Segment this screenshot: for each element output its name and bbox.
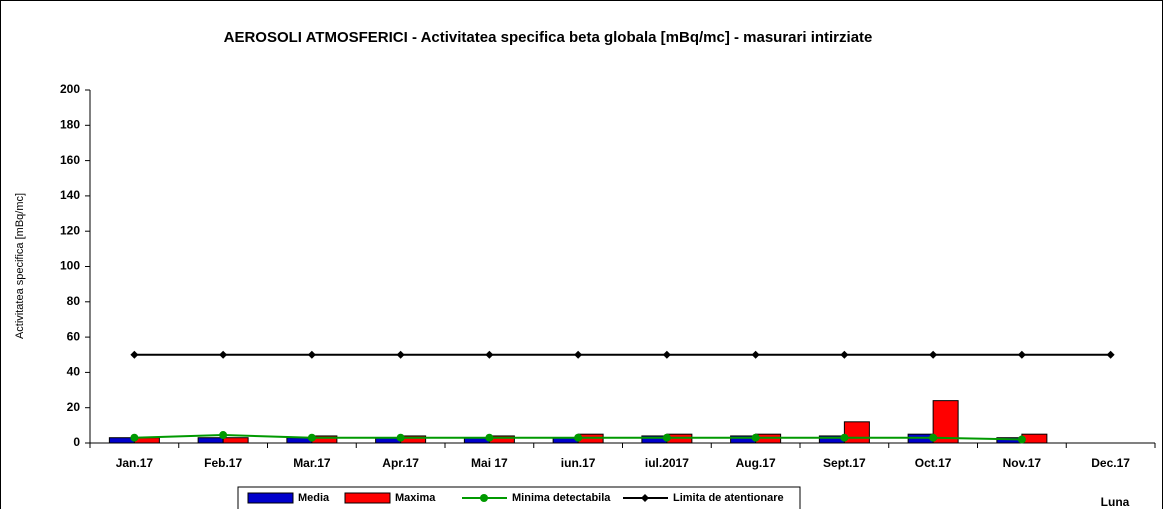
- x-tick-label: Feb.17: [204, 456, 242, 470]
- chart-title: AEROSOLI ATMOSFERICI - Activitatea speci…: [224, 29, 873, 46]
- legend-swatch: [344, 492, 391, 504]
- x-tick-label: iun.17: [561, 456, 596, 470]
- legend-swatch: [641, 494, 649, 502]
- legend-label: Maxima: [395, 492, 436, 504]
- x-tick-label: Apr.17: [382, 456, 419, 470]
- x-tick-label: Jan.17: [116, 456, 154, 470]
- x-tick-label: Mai 17: [471, 456, 508, 470]
- y-tick-label: 160: [60, 153, 80, 167]
- marker: [662, 350, 671, 359]
- legend-label: Limita de atentionare: [673, 492, 784, 504]
- marker: [840, 433, 849, 442]
- marker: [219, 431, 228, 440]
- marker: [751, 433, 760, 442]
- marker: [219, 350, 228, 359]
- marker: [307, 433, 316, 442]
- x-tick-label: Aug.17: [736, 456, 776, 470]
- marker: [1017, 435, 1026, 444]
- x-tick-label: Oct.17: [915, 456, 952, 470]
- legend-label: Media: [298, 492, 330, 504]
- marker: [485, 350, 494, 359]
- x-tick-label: Sept.17: [823, 456, 866, 470]
- y-tick-label: 80: [67, 294, 81, 308]
- marker: [130, 433, 139, 442]
- y-tick-label: 120: [60, 223, 80, 237]
- marker: [929, 433, 938, 442]
- marker: [840, 350, 849, 359]
- bar: [843, 421, 870, 444]
- marker: [485, 433, 494, 442]
- bar: [932, 400, 959, 444]
- marker: [751, 350, 760, 359]
- y-axis-label: Activitatea specifica [mBq/mc]: [14, 193, 26, 339]
- marker: [662, 433, 671, 442]
- marker: [307, 350, 316, 359]
- y-tick-label: 200: [60, 82, 80, 96]
- marker: [396, 350, 405, 359]
- x-tick-label: Nov.17: [1003, 456, 1042, 470]
- x-tick-label: iul.2017: [645, 456, 689, 470]
- y-tick-label: 60: [67, 329, 81, 343]
- legend-swatch: [247, 492, 294, 504]
- y-tick-label: 140: [60, 188, 80, 202]
- bar: [222, 437, 249, 444]
- legend-swatch: [480, 494, 488, 502]
- marker: [396, 433, 405, 442]
- marker: [574, 350, 583, 359]
- y-tick-label: 40: [67, 365, 81, 379]
- y-tick-label: 180: [60, 117, 80, 131]
- y-tick-label: 100: [60, 259, 80, 273]
- marker: [1106, 350, 1115, 359]
- y-tick-label: 20: [67, 400, 81, 414]
- marker: [1017, 350, 1026, 359]
- marker: [574, 433, 583, 442]
- marker: [929, 350, 938, 359]
- legend-label: Minima detectabila: [512, 492, 611, 504]
- y-tick-label: 0: [73, 435, 80, 449]
- x-tick-label: Mar.17: [293, 456, 331, 470]
- x-axis-label: Luna: [1101, 495, 1130, 509]
- bar: [197, 437, 224, 444]
- x-tick-label: Dec.17: [1091, 456, 1130, 470]
- marker: [130, 350, 139, 359]
